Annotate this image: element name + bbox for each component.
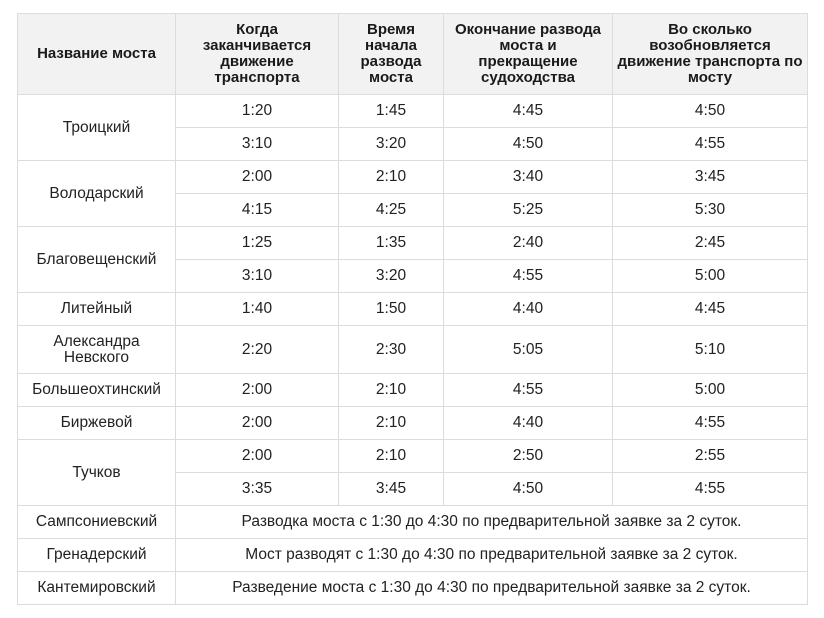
traffic-resume-cell: 4:45 [612, 292, 808, 326]
traffic-resume-cell: 4:50 [612, 94, 808, 128]
table-row: 3:10 3:20 4:55 5:00 [18, 259, 808, 293]
table-row: Александра Невского 2:20 2:30 5:05 5:10 [17, 325, 808, 374]
bridge-note-cell: Мост разводят с 1:30 до 4:30 по предвари… [175, 538, 808, 572]
raise-start-cell: 2:10 [338, 373, 444, 407]
traffic-resume-cell: 5:00 [612, 259, 808, 293]
table-row: 3:10 3:20 4:50 4:55 [18, 127, 808, 161]
traffic-resume-cell: 5:30 [612, 193, 808, 227]
bridge-note-cell: Разведение моста с 1:30 до 4:30 по предв… [175, 571, 808, 605]
bridge-name-cell: Александра Невского [17, 325, 176, 374]
bridge-name-cell: Троицкий [17, 94, 176, 161]
raise-end-cell: 4:40 [443, 292, 613, 326]
table-row: Гренадерский Мост разводят с 1:30 до 4:30… [17, 538, 808, 572]
traffic-close-cell: 4:15 [175, 193, 339, 227]
raise-end-cell: 3:40 [443, 160, 613, 194]
traffic-close-cell: 1:40 [175, 292, 339, 326]
bridge-name-cell: Литейный [17, 292, 176, 326]
header-traffic-close: Когда заканчивается движение транспорта [175, 13, 339, 95]
bridge-name-cell: Благовещенский [17, 226, 176, 293]
raise-end-cell: 4:55 [443, 373, 613, 407]
traffic-close-cell: 1:25 [175, 226, 339, 260]
raise-start-cell: 2:10 [338, 406, 444, 440]
bridge-name-cell: Большеохтинский [17, 373, 176, 407]
table-row: Сампсониевский Разводка моста с 1:30 до 4… [17, 505, 808, 539]
raise-start-cell: 1:45 [338, 94, 444, 128]
traffic-close-cell: 3:10 [175, 127, 339, 161]
traffic-resume-cell: 5:10 [612, 325, 808, 374]
raise-start-cell: 3:45 [338, 472, 444, 506]
traffic-close-cell: 1:20 [175, 94, 339, 128]
traffic-resume-cell: 2:45 [612, 226, 808, 260]
table-row: Литейный 1:40 1:50 4:40 4:45 [17, 292, 808, 326]
bridge-name-cell: Гренадерский [17, 538, 176, 572]
raise-end-cell: 2:50 [443, 439, 613, 473]
raise-start-cell: 2:10 [338, 439, 444, 473]
raise-start-cell: 4:25 [338, 193, 444, 227]
bridge-name-cell: Тучков [17, 439, 176, 506]
bridge-name-cell: Володарский [17, 160, 176, 227]
raise-start-cell: 1:35 [338, 226, 444, 260]
bridge-schedule-table: Название моста Когда заканчивается движе… [17, 13, 808, 605]
bridge-note-cell: Разводка моста с 1:30 до 4:30 по предвар… [175, 505, 808, 539]
raise-end-cell: 4:55 [443, 259, 613, 293]
header-raise-start: Время начала развода моста [338, 13, 444, 95]
raise-end-cell: 4:45 [443, 94, 613, 128]
traffic-close-cell: 2:00 [175, 373, 339, 407]
table-row: Биржевой 2:00 2:10 4:40 4:55 [17, 406, 808, 440]
traffic-close-cell: 2:00 [175, 439, 339, 473]
traffic-close-cell: 2:20 [175, 325, 339, 374]
traffic-resume-cell: 3:45 [612, 160, 808, 194]
bridge-name-cell: Сампсониевский [17, 505, 176, 539]
table-row: Володарский 2:00 2:10 3:40 3:45 [17, 160, 808, 227]
raise-end-cell: 5:05 [443, 325, 613, 374]
traffic-resume-cell: 2:55 [612, 439, 808, 473]
raise-start-cell: 3:20 [338, 127, 444, 161]
header-raise-end: Окончание развода моста и прекращение су… [443, 13, 613, 95]
traffic-resume-cell: 4:55 [612, 472, 808, 506]
raise-start-cell: 3:20 [338, 259, 444, 293]
table-row: Кантемировский Разведение моста с 1:30 до… [17, 571, 808, 605]
table-row: 4:15 4:25 5:25 5:30 [18, 193, 808, 227]
traffic-close-cell: 3:35 [175, 472, 339, 506]
raise-end-cell: 4:40 [443, 406, 613, 440]
raise-end-cell: 5:25 [443, 193, 613, 227]
table-row: Тучков 2:00 2:10 2:50 2:55 [17, 439, 808, 506]
table-row: 3:35 3:45 4:50 4:55 [18, 472, 808, 506]
raise-start-cell: 1:50 [338, 292, 444, 326]
table-header-row: Название моста Когда заканчивается движе… [17, 13, 808, 95]
traffic-close-cell: 3:10 [175, 259, 339, 293]
header-bridge-name: Название моста [17, 13, 176, 95]
raise-start-cell: 2:30 [338, 325, 444, 374]
raise-end-cell: 2:40 [443, 226, 613, 260]
raise-start-cell: 2:10 [338, 160, 444, 194]
table-body: Троицкий 1:20 1:45 4:45 4:50 3:10 3:20 4:50 4:55… [17, 94, 808, 605]
raise-end-cell: 4:50 [443, 472, 613, 506]
table-row: Благовещенский 1:25 1:35 2:40 2:45 [17, 226, 808, 293]
bridge-name-cell: Кантемировский [17, 571, 176, 605]
raise-end-cell: 4:50 [443, 127, 613, 161]
traffic-resume-cell: 4:55 [612, 406, 808, 440]
traffic-resume-cell: 5:00 [612, 373, 808, 407]
traffic-close-cell: 2:00 [175, 160, 339, 194]
header-traffic-resume: Во сколько возобновляется движение транс… [612, 13, 808, 95]
table-row: Троицкий 1:20 1:45 4:45 4:50 [17, 94, 808, 161]
traffic-resume-cell: 4:55 [612, 127, 808, 161]
table-row: Большеохтинский 2:00 2:10 4:55 5:00 [17, 373, 808, 407]
bridge-name-cell: Биржевой [17, 406, 176, 440]
traffic-close-cell: 2:00 [175, 406, 339, 440]
